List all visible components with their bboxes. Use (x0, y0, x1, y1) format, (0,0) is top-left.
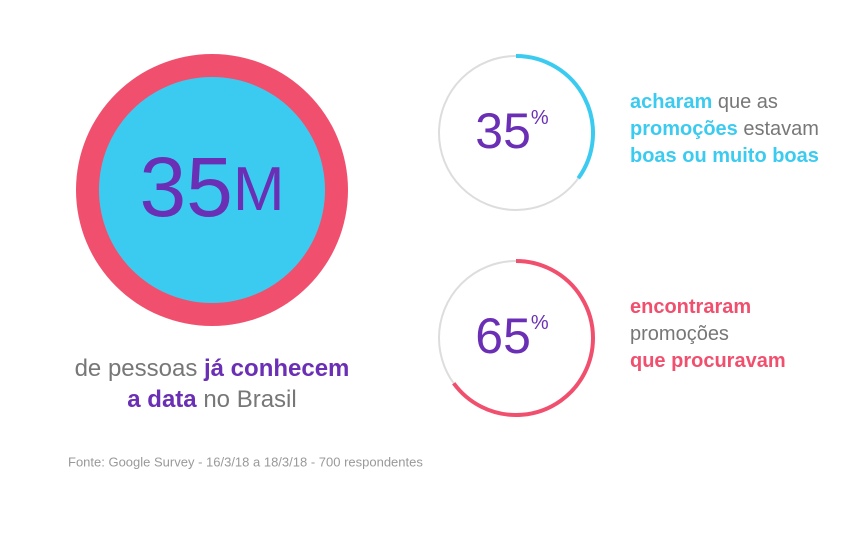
caption-line: boas ou muito boas (630, 145, 819, 167)
gauge-number: 35% (475, 103, 549, 159)
gauge-unit: % (531, 107, 549, 129)
gauge-unit: % (531, 312, 549, 334)
caption-emphasis: acharam (630, 91, 712, 113)
gauge-number: 65% (475, 308, 549, 364)
headline-disc (99, 77, 325, 303)
caption-emphasis: já conhecem (203, 355, 349, 382)
caption-text: de pessoas (75, 355, 204, 382)
headline-value: 35 (139, 140, 232, 234)
caption-line: promoções estavam (630, 118, 819, 140)
caption-line: a data no Brasil (127, 386, 296, 413)
gauge-value: 65 (475, 308, 531, 364)
headline-unit: M (233, 155, 285, 224)
caption-emphasis: encontraram (630, 296, 751, 318)
caption-line: de pessoas já conhecem (75, 355, 350, 382)
caption-line: encontraram (630, 296, 751, 318)
caption-emphasis: que procuravam (630, 350, 786, 372)
caption-line: acharam que as (630, 91, 778, 113)
caption-line: que procuravam (630, 350, 786, 372)
gauge-arc (515, 54, 595, 180)
caption-emphasis: a data (127, 386, 197, 413)
source-note: Fonte: Google Survey - 16/3/18 a 18/3/18… (68, 454, 423, 469)
gauge-arc (452, 259, 595, 417)
caption-text: promoções (630, 323, 729, 345)
caption-emphasis: boas ou muito boas (630, 145, 819, 167)
caption-text: no Brasil (197, 386, 297, 413)
caption-text: que as (712, 91, 778, 113)
caption-emphasis: promoções (630, 118, 738, 140)
headline-number: 35M (139, 140, 284, 234)
caption-text: estavam (738, 118, 819, 140)
caption-line: promoções (630, 323, 729, 345)
gauge-value: 35 (475, 103, 531, 159)
